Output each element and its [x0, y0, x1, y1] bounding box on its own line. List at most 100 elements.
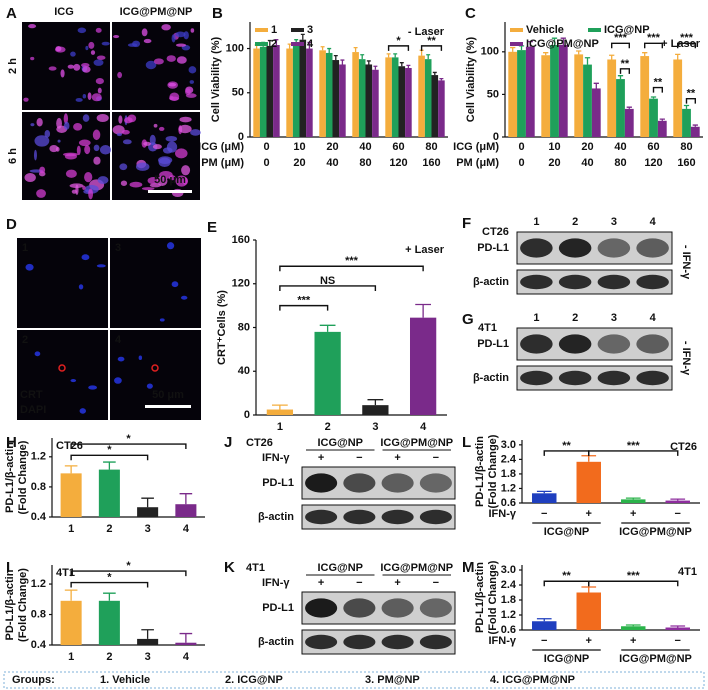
bar: [266, 45, 274, 138]
panel-letter: B: [212, 5, 223, 22]
x-tick-label: 0: [518, 157, 524, 169]
cell: [96, 264, 106, 268]
bar: [391, 57, 399, 138]
y-axis-label: (Fold Change): [487, 560, 499, 634]
bar: [339, 64, 346, 137]
cell: [25, 263, 34, 271]
panel-letter: M: [462, 559, 475, 576]
bar: [657, 120, 667, 137]
bar: [532, 493, 557, 503]
error-bar: [353, 47, 358, 53]
error-bar: [179, 632, 193, 643]
cell: [71, 189, 78, 194]
cell: [55, 46, 62, 52]
crt-spot: [58, 364, 66, 372]
bar: [306, 48, 313, 137]
blot-band: [597, 370, 631, 386]
significance-bracket: [70, 454, 149, 461]
error-bar: [373, 65, 378, 70]
x-tick-label: +: [586, 508, 592, 520]
cell: [88, 385, 98, 390]
lane-label: 4: [650, 216, 657, 228]
cell: [168, 82, 177, 87]
row-label: 2 h: [7, 58, 19, 74]
significance-bracket: [588, 450, 679, 456]
blot-band: [520, 370, 553, 386]
bar: [624, 108, 634, 137]
y-axis-label: Cell Viability (%): [210, 36, 222, 122]
cell: [44, 129, 51, 138]
lane-label: 3: [611, 216, 617, 228]
x-tick-label: −: [675, 508, 681, 520]
significance-bracket: [611, 42, 630, 49]
error-bar: [307, 41, 312, 49]
group-label: ICG@NP: [544, 653, 590, 665]
panel-letter: A: [6, 5, 17, 22]
error-bar: [287, 43, 292, 49]
significance-bracket: [420, 45, 443, 51]
x-tick-label: 20: [548, 157, 560, 169]
cell: [57, 139, 61, 143]
column-label: ICG@PM@NP: [120, 6, 193, 18]
quadrant-label: 4: [115, 334, 122, 346]
y-tick-label: 0: [244, 409, 250, 421]
bar: [137, 638, 159, 645]
bar: [665, 627, 690, 630]
lane-label: 3: [611, 312, 617, 324]
cell: [84, 184, 99, 194]
cell: [95, 27, 102, 33]
cell: [73, 63, 81, 71]
x-tick-label: 0: [518, 141, 524, 153]
error-bar: [406, 64, 411, 68]
cell: [171, 281, 179, 288]
y-tick-label: 1.2: [501, 609, 516, 621]
blot-band: [558, 238, 592, 258]
cell: [84, 172, 93, 183]
significance-label: **: [427, 35, 436, 47]
group-label: ICG@NP: [544, 526, 590, 538]
row-label: β-actin: [258, 636, 294, 648]
cell: [176, 56, 187, 64]
group-label: ICG@NP: [317, 437, 363, 449]
error-bar: [419, 49, 424, 56]
bar: [409, 317, 437, 415]
cell: [81, 254, 90, 261]
panel-letter: D: [6, 216, 17, 233]
bar: [424, 59, 432, 137]
cell: [69, 183, 84, 189]
bar: [60, 473, 82, 517]
legend-swatch: [255, 28, 268, 32]
row-label: 6 h: [7, 148, 19, 164]
legend-label: ICG@NP: [604, 24, 650, 36]
significance-bracket: [279, 304, 329, 311]
cell: [101, 41, 110, 46]
error-bar: [510, 46, 516, 52]
y-axis-label: PD-L1/β-actin: [474, 562, 486, 633]
lane-label: −: [356, 577, 362, 589]
cell: [166, 55, 176, 62]
blot-band: [558, 370, 592, 386]
row-label: PD-L1: [262, 602, 294, 614]
cell-line-tag: CT26: [482, 226, 509, 238]
blot-band: [343, 598, 376, 618]
error-bar: [581, 586, 597, 593]
cell: [117, 356, 125, 362]
bar: [673, 59, 683, 138]
y-tick-label: 100: [226, 42, 244, 54]
blot-band: [597, 334, 631, 354]
cell: [84, 145, 91, 155]
cell: [190, 129, 201, 136]
bar: [362, 405, 389, 415]
blot-band: [381, 598, 414, 618]
significance-label: **: [562, 440, 571, 452]
y-tick-label: 0.8: [31, 608, 46, 620]
x-tick-label: 80: [614, 157, 626, 169]
x-tick-label: 40: [359, 141, 371, 153]
footer-item: 1. Vehicle: [100, 674, 150, 686]
cell: [91, 93, 102, 102]
cell: [152, 144, 162, 150]
cell: [175, 43, 187, 47]
error-bar: [584, 57, 591, 65]
bar: [314, 331, 341, 415]
bar: [175, 642, 197, 645]
